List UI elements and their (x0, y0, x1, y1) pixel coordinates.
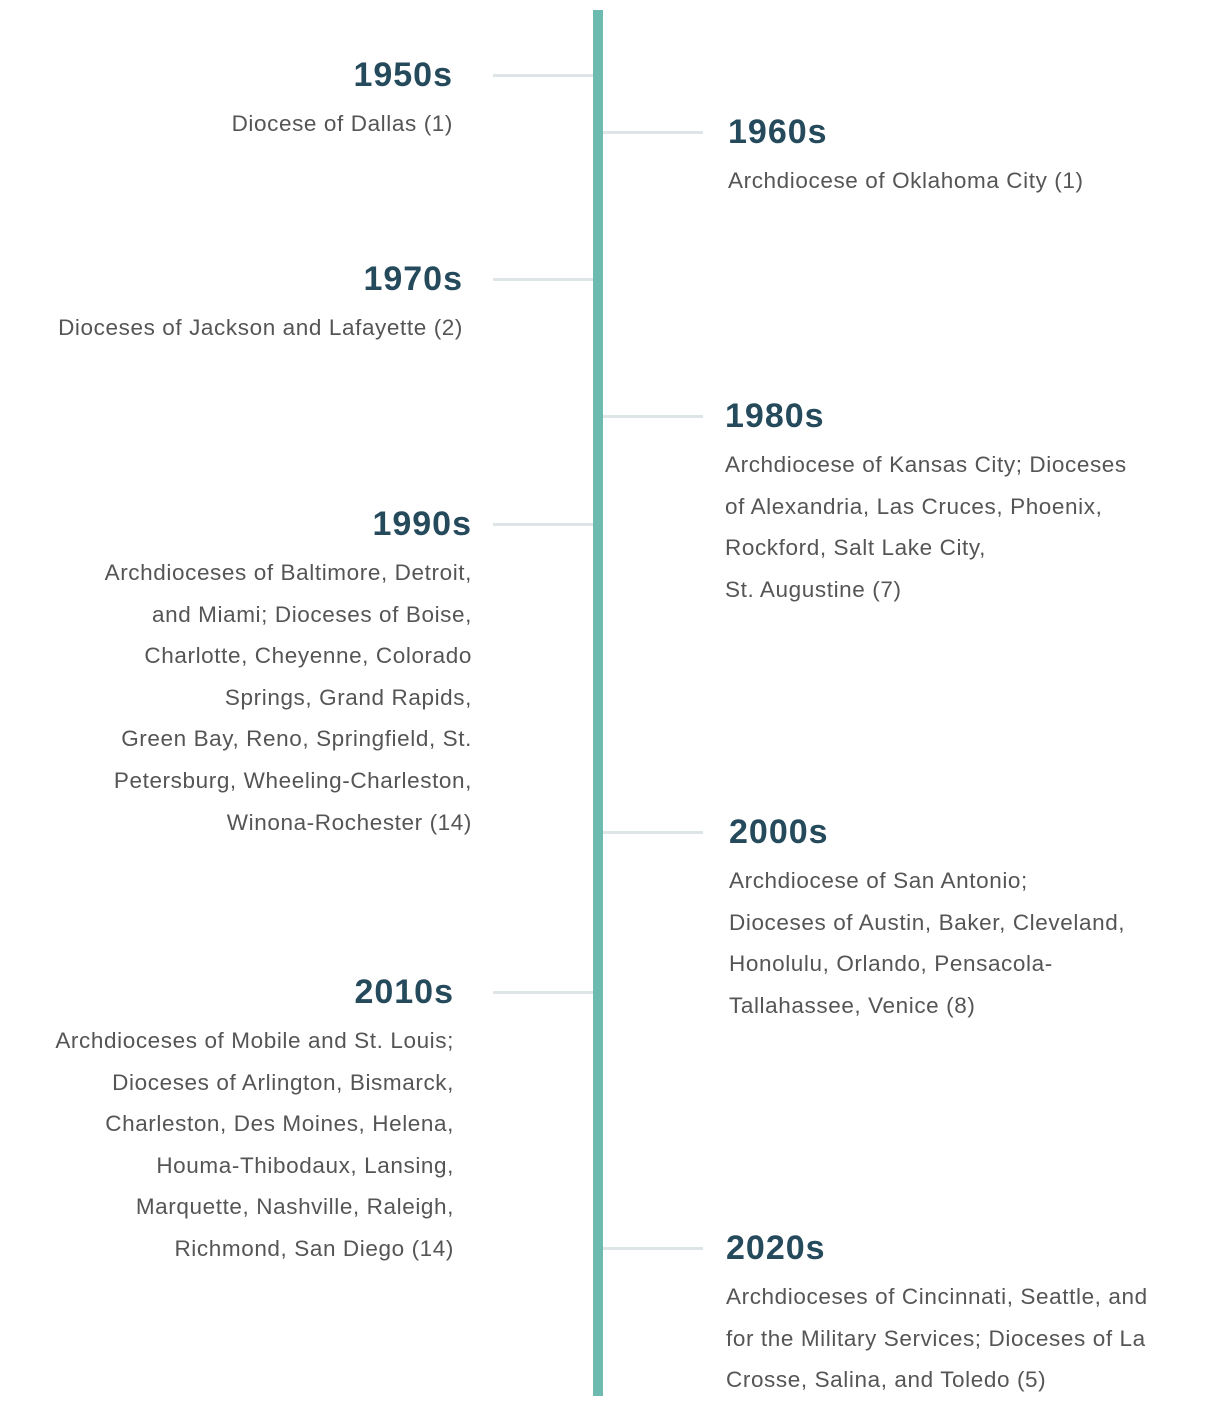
decade-text: Archdiocese of San Antonio; Dioceses of A… (729, 860, 1125, 1026)
connector (603, 415, 703, 418)
text-line: Charleston, Des Moines, Helena, (105, 1111, 454, 1137)
timeline-spine (593, 10, 603, 1396)
text-line: Archdiocese of Oklahoma City (1) (728, 168, 1084, 193)
text-line: Archdioceses of Baltimore, Detroit, (104, 560, 472, 585)
text-line: St. Augustine (7) (725, 576, 902, 602)
text-line: Archdioceses of Cincinnati, Seattle, and (726, 1284, 1148, 1309)
text-line: Crosse, Salina, and Toledo (5) (726, 1367, 1047, 1393)
text-line: Winona-Rochester (14) (226, 809, 472, 835)
text-line: Springs, Grand Rapids, (224, 684, 472, 710)
decade-text: Diocese of Dallas (1) (232, 103, 453, 145)
text-line: Houma-Thibodaux, Lansing, (156, 1152, 454, 1178)
text-line: Dioceses of Austin, Baker, Cleveland, (729, 909, 1126, 935)
decade-heading: 2020s (726, 1229, 826, 1267)
decade-heading: 1970s (363, 260, 463, 298)
decade-heading: 1950s (353, 56, 453, 94)
decade-text: Archdiocese of Kansas City; Dioceses of A… (725, 444, 1127, 610)
text-line: Marquette, Nashville, Raleigh, (135, 1194, 454, 1220)
decade-text: Archdioceses of Baltimore, Detroit, and M… (105, 552, 472, 843)
decade-heading: 2000s (729, 813, 829, 851)
decade-text: Dioceses of Jackson and Lafayette (2) (58, 307, 463, 349)
connector (603, 831, 703, 834)
text-line: Archdiocese of Kansas City; Dioceses (725, 452, 1127, 477)
decade-text: Archdioceses of Mobile and St. Louis; Dio… (55, 1020, 454, 1270)
text-line: Petersburg, Wheeling-Charleston, (113, 767, 472, 793)
text-line: Rockford, Salt Lake City, (725, 535, 986, 561)
decade-text: Archdioceses of Cincinnati, Seattle, and… (726, 1276, 1148, 1401)
text-line: Honolulu, Orlando, Pensacola- (729, 951, 1053, 977)
decade-heading: 1960s (728, 113, 828, 151)
connector (603, 131, 703, 134)
text-line: Tallahassee, Venice (8) (729, 992, 976, 1018)
connector (493, 523, 593, 526)
decade-heading: 1980s (725, 397, 825, 435)
connector (493, 278, 593, 281)
text-line: for the Military Services; Dioceses of L… (726, 1325, 1146, 1351)
text-line: Diocese of Dallas (1) (231, 111, 453, 136)
decade-heading: 1990s (372, 505, 472, 543)
text-line: Dioceses of Arlington, Bismarck, (112, 1069, 454, 1095)
text-line: Charlotte, Cheyenne, Colorado (144, 643, 472, 669)
decade-heading: 2010s (354, 973, 454, 1011)
text-line: and Miami; Dioceses of Boise, (151, 601, 472, 627)
text-line: Archdiocese of San Antonio; (729, 868, 1028, 893)
text-line: Dioceses of Jackson and Lafayette (2) (58, 315, 463, 340)
text-line: Archdioceses of Mobile and St. Louis; (55, 1028, 454, 1053)
decade-text: Archdiocese of Oklahoma City (1) (728, 160, 1084, 202)
text-line: of Alexandria, Las Cruces, Phoenix, (725, 493, 1103, 519)
connector (493, 74, 593, 77)
text-line: Richmond, San Diego (14) (174, 1235, 454, 1261)
text-line: Green Bay, Reno, Springfield, St. (121, 726, 472, 752)
connector (603, 1247, 703, 1250)
connector (493, 991, 593, 994)
